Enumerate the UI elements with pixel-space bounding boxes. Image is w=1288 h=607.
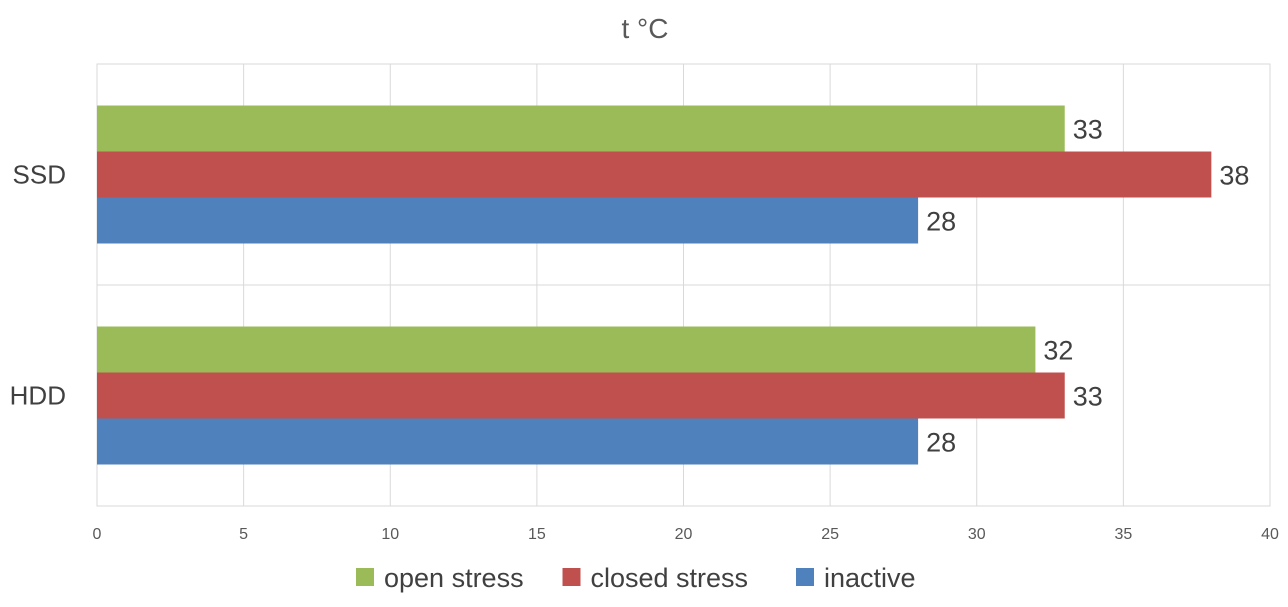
legend-swatch [796, 568, 814, 586]
chart-title: t °C [622, 13, 669, 44]
x-tick-label: 5 [239, 526, 248, 543]
data-label: 38 [1219, 161, 1249, 191]
x-tick-label: 30 [968, 526, 986, 543]
category-axis: SSD HDD [10, 160, 66, 411]
x-tick-label: 25 [821, 526, 839, 543]
legend-label: closed stress [591, 563, 749, 593]
category-label-hdd: HDD [10, 381, 66, 411]
bar-open-stress-ssd [97, 105, 1065, 152]
x-tick-label: 15 [528, 526, 546, 543]
legend: open stress closed stress inactive [356, 563, 916, 593]
x-tick-label: 40 [1261, 526, 1279, 543]
x-tick-label: 35 [1114, 526, 1132, 543]
legend-label: open stress [384, 563, 524, 593]
legend-item-open-stress: open stress [356, 563, 524, 593]
bar-closed-stress-ssd [97, 151, 1212, 198]
value-axis: 0 5 10 15 20 25 30 35 40 [93, 526, 1279, 543]
data-label: 33 [1073, 115, 1103, 145]
bar-inactive-ssd [97, 197, 919, 244]
data-label: 28 [926, 428, 956, 458]
bars [97, 105, 1212, 465]
bar-closed-stress-hdd [97, 372, 1065, 419]
data-label: 28 [926, 207, 956, 237]
legend-item-inactive: inactive [796, 563, 916, 593]
data-label: 33 [1073, 382, 1103, 412]
legend-swatch [356, 568, 374, 586]
bar-open-stress-hdd [97, 326, 1036, 373]
legend-swatch [562, 568, 581, 586]
x-tick-label: 20 [675, 526, 693, 543]
data-label: 32 [1043, 336, 1073, 366]
x-tick-label: 10 [381, 526, 399, 543]
x-tick-label: 0 [93, 526, 102, 543]
legend-item-closed-stress: closed stress [562, 563, 749, 593]
legend-label: inactive [824, 563, 916, 593]
category-label-ssd: SSD [13, 160, 66, 190]
bar-inactive-hdd [97, 418, 919, 465]
